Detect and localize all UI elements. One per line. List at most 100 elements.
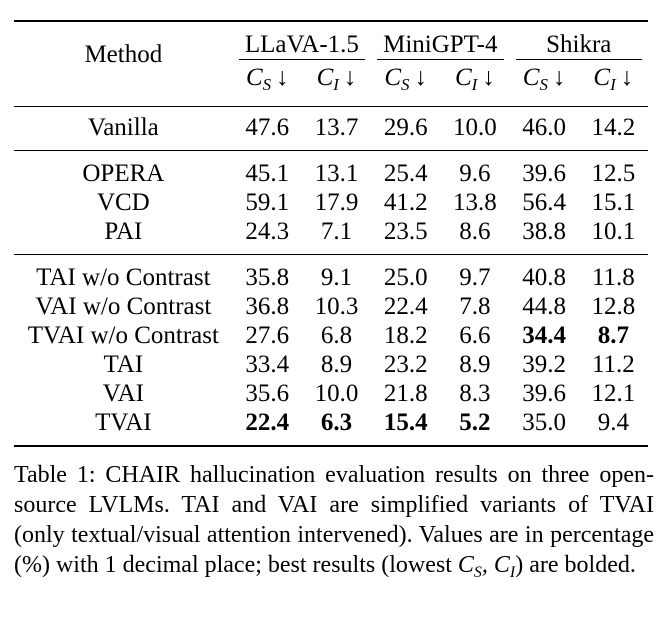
value-cell: 56.4 bbox=[522, 189, 566, 216]
value-cell: 13.7 bbox=[314, 114, 359, 141]
method-name: PAI bbox=[104, 218, 143, 245]
value-cell: 22.4 bbox=[232, 408, 302, 447]
group-header-0: LLaVA-1.5 bbox=[233, 21, 371, 62]
metric-subscript: I bbox=[333, 75, 339, 94]
metric-symbol: CI bbox=[316, 64, 339, 94]
value-cell: 9.4 bbox=[578, 408, 648, 447]
table-row: TAI 33.4 8.9 23.2 8.9 39.2 11.2 bbox=[14, 350, 648, 379]
value-cell: 10.1 bbox=[591, 218, 636, 245]
value-cell: 8.9 bbox=[459, 351, 491, 378]
value-cell: 14.2 bbox=[591, 114, 636, 141]
metric-subscript: I bbox=[471, 75, 478, 94]
table-row: VAI w/o Contrast 36.8 10.3 22.4 7.8 44.8 12.8 bbox=[14, 292, 648, 321]
method-name: Vanilla bbox=[87, 114, 159, 141]
value-cell: 39.2 bbox=[522, 351, 566, 378]
metric-header: CS ↓ bbox=[509, 62, 579, 107]
value-cell: 39.6 bbox=[509, 150, 579, 188]
header-row-groups: Method LLaVA-1.5 MiniGPT-4 Shikra bbox=[14, 21, 649, 107]
value-cell: 10.3 bbox=[314, 293, 359, 320]
table-row: TVAI 22.4 6.3 15.4 5.2 35.0 9.4 bbox=[14, 408, 648, 447]
lower-better-arrow-icon: ↓ bbox=[482, 64, 495, 91]
table-row: TVAI w/o Contrast 27.6 6.8 18.2 6.6 34.4 8.7 bbox=[14, 321, 648, 350]
results-table: Method LLaVA-1.5 MiniGPT-4 Shikra CS ↓ CI ↓ CS ↓ C… bbox=[14, 20, 648, 447]
value-cell: 9.7 bbox=[440, 254, 510, 292]
value-cell: 44.8 bbox=[522, 293, 566, 320]
value-cell: 9.6 bbox=[440, 150, 510, 188]
group-rule bbox=[238, 59, 366, 60]
value-cell: 7.8 bbox=[459, 293, 491, 320]
metric-symbol: CS bbox=[522, 64, 548, 94]
value-cell: 39.6 bbox=[522, 380, 566, 407]
table-row: OPERA 45.1 13.1 25.4 9.6 39.6 12.5 bbox=[14, 150, 648, 188]
value-cell: 15.4 bbox=[371, 408, 441, 447]
value-cell: 11.8 bbox=[578, 254, 648, 292]
group-header-1: MiniGPT-4 bbox=[371, 21, 509, 62]
metric-subscript: S bbox=[401, 75, 410, 94]
value-cell: 38.8 bbox=[522, 218, 566, 245]
lower-better-arrow-icon: ↓ bbox=[414, 64, 428, 91]
value-cell: 21.8 bbox=[383, 380, 428, 407]
metric-header: CS ↓ bbox=[232, 62, 302, 107]
value-cell: 23.5 bbox=[383, 218, 428, 245]
value-cell: 13.8 bbox=[453, 189, 497, 216]
group-name: MiniGPT-4 bbox=[383, 30, 498, 58]
lower-better-arrow-icon: ↓ bbox=[276, 64, 289, 91]
value-cell: 5.2 bbox=[440, 408, 510, 447]
caption-math: CS, CI bbox=[457, 552, 516, 581]
value-cell: 47.6 bbox=[245, 114, 290, 141]
value-cell: 15.1 bbox=[591, 189, 636, 216]
value-cell: 18.2 bbox=[383, 322, 428, 349]
metric-symbol: CS bbox=[384, 64, 410, 94]
table-caption: Table 1: CHAIR hallucination evaluation … bbox=[14, 460, 654, 588]
value-cell: 8.3 bbox=[459, 380, 491, 407]
value-cell: 35.8 bbox=[232, 254, 302, 292]
lower-better-arrow-icon: ↓ bbox=[343, 64, 357, 91]
lower-better-arrow-icon: ↓ bbox=[552, 64, 566, 91]
value-cell: 29.6 bbox=[383, 114, 428, 141]
method-name: OPERA bbox=[14, 150, 233, 188]
value-cell: 35.6 bbox=[245, 380, 290, 407]
method-name: TVAI bbox=[14, 408, 233, 447]
metric-header: CI ↓ bbox=[301, 62, 372, 107]
table-row: TAI w/o Contrast 35.8 9.1 25.0 9.7 40.8 11.8 bbox=[14, 254, 648, 292]
metric-symbol: CI bbox=[593, 64, 616, 94]
caption-cs: CS bbox=[457, 552, 482, 581]
value-cell: 6.8 bbox=[320, 322, 353, 349]
value-cell: 34.4 bbox=[522, 322, 566, 349]
metric-subscript: S bbox=[262, 75, 272, 94]
method-name: VAI w/o Contrast bbox=[35, 293, 212, 320]
table-row: Vanilla 47.6 13.7 29.6 10.0 46.0 14.2 bbox=[14, 107, 648, 151]
value-cell: 25.4 bbox=[371, 150, 441, 188]
group-rule bbox=[515, 59, 642, 60]
metric-header: CI ↓ bbox=[440, 62, 510, 107]
table-row: VAI 35.6 10.0 21.8 8.3 39.6 12.1 bbox=[14, 379, 648, 408]
group-rule bbox=[377, 59, 504, 60]
group-header-2: Shikra bbox=[510, 21, 649, 62]
value-cell: 27.6 bbox=[245, 322, 290, 349]
method-name: TAI w/o Contrast bbox=[14, 254, 233, 292]
value-cell: 12.1 bbox=[591, 380, 636, 407]
value-cell: 9.1 bbox=[301, 254, 372, 292]
value-cell: 45.1 bbox=[232, 150, 302, 188]
method-name: VAI bbox=[102, 380, 144, 407]
metric-symbol: CI bbox=[454, 64, 478, 94]
table-row: VCD 59.1 17.9 41.2 13.8 56.4 15.1 bbox=[14, 188, 648, 217]
value-cell: 22.4 bbox=[383, 293, 428, 320]
value-cell: 8.9 bbox=[320, 351, 353, 378]
value-cell: 13.1 bbox=[301, 150, 372, 188]
value-cell: 59.1 bbox=[245, 189, 290, 216]
header-row-metrics: CS ↓ CI ↓ CS ↓ CI ↓ CS ↓ CI ↓ bbox=[14, 62, 648, 107]
metric-header: CS ↓ bbox=[371, 62, 441, 107]
value-cell: 7.1 bbox=[320, 218, 353, 245]
group-name: LLaVA-1.5 bbox=[244, 30, 359, 58]
method-name: TAI bbox=[103, 351, 144, 378]
value-cell: 33.4 bbox=[245, 351, 290, 378]
table-row: PAI 24.3 7.1 23.5 8.6 38.8 10.1 bbox=[14, 217, 648, 255]
results-table-container: Method LLaVA-1.5 MiniGPT-4 Shikra CS ↓ CI ↓ CS ↓ C… bbox=[14, 20, 648, 447]
metric-header: CI ↓ bbox=[578, 62, 648, 107]
value-cell: 35.0 bbox=[509, 408, 579, 447]
metric-symbol: CS bbox=[245, 64, 272, 94]
method-name: VCD bbox=[96, 189, 150, 216]
value-cell: 6.6 bbox=[459, 322, 491, 349]
value-cell: 25.0 bbox=[371, 254, 441, 292]
